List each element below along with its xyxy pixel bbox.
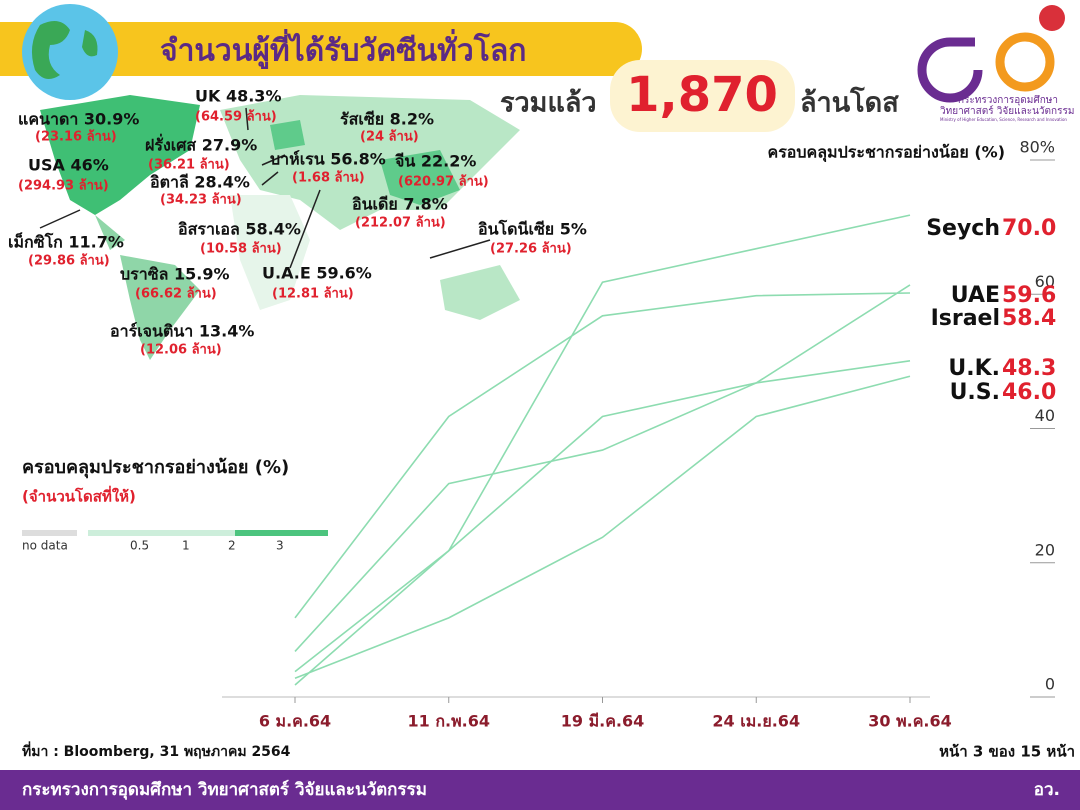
- map-label: UK 48.3%: [195, 87, 281, 106]
- x-tick-label: 11 ก.พ.64: [408, 712, 491, 731]
- legend-label: 3: [276, 539, 284, 553]
- x-tick-label: 24 เม.ย.64: [712, 712, 800, 731]
- y-tick-label: 0: [1045, 675, 1055, 694]
- series-name: UAE: [951, 283, 1000, 308]
- series-name: U.S.: [950, 380, 1000, 405]
- series-line: [294, 375, 911, 680]
- legend-swatch: [235, 530, 328, 536]
- total: 1,870: [626, 67, 778, 123]
- logo-text: วิทยาศาสตร์ วิจัยและนวัตกรรม: [940, 105, 1075, 117]
- series-line: [294, 359, 911, 673]
- map-arrows: [39, 107, 491, 269]
- legend-subtitle: (จำนวนโดสที่ให้): [22, 486, 136, 506]
- legend-swatch: [88, 530, 328, 536]
- map-label: รัสเซีย 8.2%: [340, 110, 434, 129]
- legend-label: 1: [182, 539, 190, 553]
- logo-mark: [917, 37, 983, 103]
- map-doses: (34.23 ล้าน): [160, 192, 242, 208]
- series-name: Israel: [931, 306, 1000, 331]
- total-prefix: รวมแล้ว: [500, 88, 597, 119]
- x-tick-label: 19 มี.ค.64: [561, 712, 645, 731]
- map-doses: (24 ล้าน): [360, 129, 419, 145]
- source: ที่มา : Bloomberg, 31 พฤษภาคม 2564: [22, 741, 291, 760]
- total-box: [610, 60, 795, 132]
- value-label: 58.4: [1002, 306, 1056, 331]
- map-label: อิสราเอล 58.4%: [178, 220, 301, 239]
- logo-text: Ministry of Higher Education, Science, R…: [940, 117, 1067, 122]
- value-label: 59.6: [1002, 283, 1056, 308]
- map-doses: (12.81 ล้าน): [272, 286, 354, 302]
- map-label: อาร์เจนตินา 13.4%: [110, 322, 254, 341]
- globe-land: [31, 21, 98, 79]
- y-tick-label: 40: [1035, 406, 1055, 425]
- x-tick-label: 6 ม.ค.64: [259, 712, 331, 731]
- map-doses: (1.68 ล้าน): [292, 170, 365, 186]
- map-doses: (29.86 ล้าน): [28, 253, 110, 269]
- map-label: จีน 22.2%: [394, 152, 476, 171]
- x-tick-label: 30 พ.ค.64: [868, 712, 952, 731]
- map-label: อินโดนีเซีย 5%: [478, 219, 587, 239]
- value-label: 48.3: [1002, 356, 1056, 381]
- legend-label: no data: [22, 539, 68, 553]
- y-tick-label: 60: [1035, 272, 1055, 291]
- world-map: [40, 95, 520, 360]
- map-doses: (23.16 ล้าน): [35, 129, 117, 145]
- series-line: [294, 292, 911, 619]
- map-label: บาห์เรน 56.8%: [270, 150, 386, 169]
- map-label: อินเดีย 7.8%: [352, 195, 448, 214]
- legend-label: 0.5: [130, 539, 149, 553]
- map-doses: (12.06 ล้าน): [140, 342, 222, 358]
- map-doses: (66.62 ล้าน): [135, 286, 217, 302]
- footer-abbr: อว.: [1034, 780, 1060, 800]
- y-tick-label: 80%: [1019, 138, 1055, 157]
- map-doses: (27.26 ล้าน): [490, 241, 572, 257]
- map-label: บราซิล 15.9%: [120, 265, 229, 284]
- value-label: 46.0: [1002, 380, 1056, 405]
- legend-title: ครอบคลุมประชากรอย่างน้อย (%): [22, 457, 289, 479]
- map-doses: (64.59 ล้าน): [195, 109, 277, 125]
- footer-bar: [0, 770, 1080, 810]
- total-suffix: ล้านโดส: [800, 86, 899, 119]
- map-label: เม็กซิโก 11.7%: [8, 231, 124, 252]
- title: จำนวนผู้ที่ได้รับวัคซีนทั่วโลก: [160, 29, 526, 70]
- legend-label: 2: [228, 539, 236, 553]
- series-line: [294, 214, 911, 686]
- value-label: 70.0: [1002, 216, 1056, 241]
- logo-badge: [1039, 5, 1065, 31]
- y-axis-label: ครอบคลุมประชากรอย่างน้อย (%): [767, 143, 1005, 163]
- y-tick-label: 20: [1035, 540, 1055, 559]
- legend-swatch: [22, 530, 77, 536]
- series-name: Seych: [926, 216, 1000, 241]
- map-label: อิตาลี 28.4%: [150, 173, 250, 192]
- series-name: U.K.: [948, 356, 1000, 381]
- map-label: USA 46%: [28, 156, 109, 175]
- map-label: U.A.E 59.6%: [262, 264, 372, 283]
- map-doses: (620.97 ล้าน): [398, 174, 489, 190]
- footer-ministry: กระทรวงการอุดมศึกษา วิทยาศาสตร์ วิจัยและ…: [22, 779, 427, 800]
- page-number: หน้า 3 ของ 15 หน้า: [939, 743, 1075, 761]
- map-label: แคนาดา 30.9%: [18, 110, 139, 129]
- map-doses: (36.21 ล้าน): [148, 157, 230, 173]
- logo-mark: [995, 32, 1055, 92]
- series-line: [294, 284, 911, 652]
- map-doses: (212.07 ล้าน): [355, 215, 446, 231]
- logo-text: กระทรวงการอุดมศึกษา: [958, 94, 1058, 106]
- map-doses: (10.58 ล้าน): [200, 241, 282, 257]
- map-label: ฝรั่งเศส 27.9%: [145, 134, 257, 155]
- title-bar: [0, 22, 642, 76]
- map-doses: (294.93 ล้าน): [18, 178, 109, 194]
